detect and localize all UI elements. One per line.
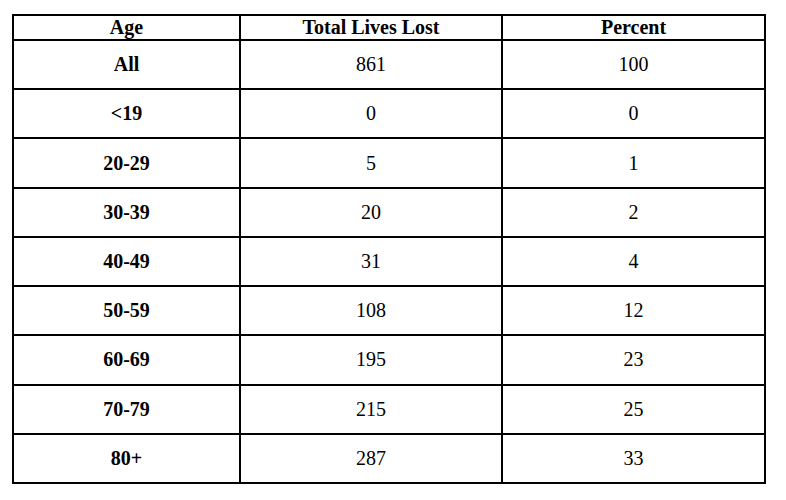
total-cell: 195 (240, 335, 502, 384)
table-row: 60-6919523 (13, 335, 765, 384)
percent-cell: 0 (502, 89, 765, 138)
total-cell: 20 (240, 188, 502, 237)
column-header-age: Age (13, 15, 240, 40)
percent-cell: 100 (502, 40, 765, 89)
column-header-total-lives-lost: Total Lives Lost (240, 15, 502, 40)
percent-cell: 1 (502, 138, 765, 187)
age-cell: 60-69 (13, 335, 240, 384)
percent-cell: 12 (502, 286, 765, 335)
table-row: <1900 (13, 89, 765, 138)
percent-cell: 25 (502, 385, 765, 434)
age-cell: 50-59 (13, 286, 240, 335)
column-header-percent: Percent (502, 15, 765, 40)
age-cell: <19 (13, 89, 240, 138)
table-row: 30-39202 (13, 188, 765, 237)
table-row: 50-5910812 (13, 286, 765, 335)
table-row: 20-2951 (13, 138, 765, 187)
age-cell: All (13, 40, 240, 89)
table-row: All861100 (13, 40, 765, 89)
age-cell: 80+ (13, 434, 240, 483)
total-cell: 108 (240, 286, 502, 335)
table-body: All861100<190020-295130-3920240-4931450-… (13, 40, 765, 483)
percent-cell: 2 (502, 188, 765, 237)
total-cell: 861 (240, 40, 502, 89)
total-cell: 215 (240, 385, 502, 434)
total-cell: 287 (240, 434, 502, 483)
percent-cell: 33 (502, 434, 765, 483)
table-row: 70-7921525 (13, 385, 765, 434)
age-cell: 20-29 (13, 138, 240, 187)
total-cell: 5 (240, 138, 502, 187)
percent-cell: 23 (502, 335, 765, 384)
total-cell: 0 (240, 89, 502, 138)
total-cell: 31 (240, 237, 502, 286)
page: Age Total Lives Lost Percent All861100<1… (0, 0, 786, 500)
table-row: 80+28733 (13, 434, 765, 483)
age-cell: 70-79 (13, 385, 240, 434)
lives-lost-by-age-table: Age Total Lives Lost Percent All861100<1… (12, 14, 766, 484)
age-cell: 30-39 (13, 188, 240, 237)
age-cell: 40-49 (13, 237, 240, 286)
percent-cell: 4 (502, 237, 765, 286)
header-row: Age Total Lives Lost Percent (13, 15, 765, 40)
table-row: 40-49314 (13, 237, 765, 286)
